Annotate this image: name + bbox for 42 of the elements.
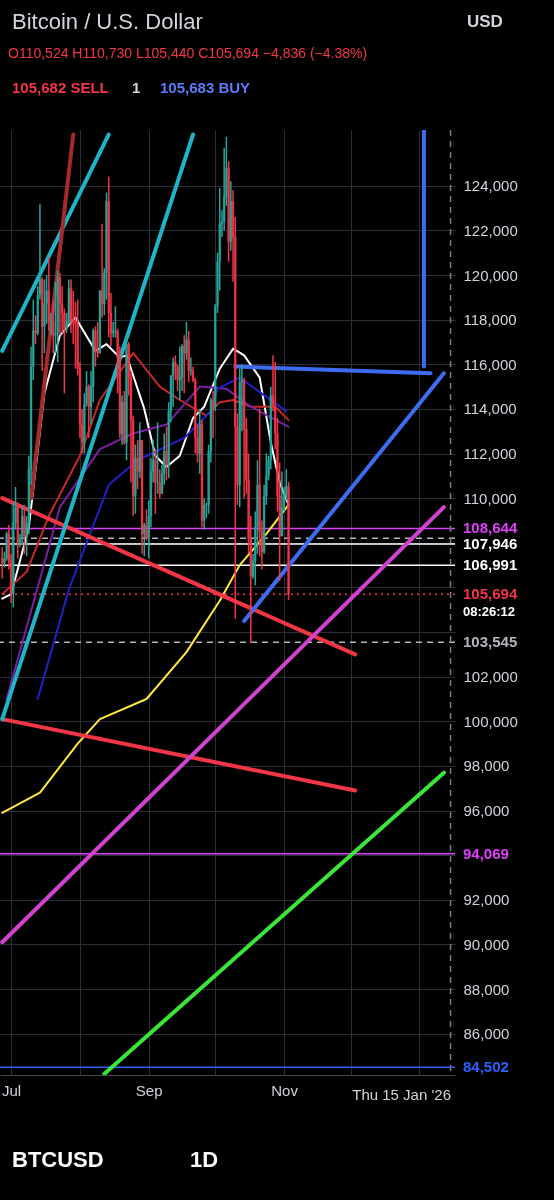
ref-line-label: 84,502 — [463, 1058, 509, 1076]
candlestick — [56, 269, 59, 363]
y-tick-label: 120,000 — [463, 266, 518, 284]
x-tick-label: Sep — [135, 1081, 163, 1099]
y-tick-label: 92,000 — [463, 891, 510, 909]
y-tick-label: 112,000 — [463, 445, 517, 463]
chart-title: Bitcoin / U.S. Dollar — [12, 9, 203, 34]
y-tick-label: 124,000 — [463, 177, 518, 195]
y-tick-label: 98,000 — [463, 757, 510, 775]
text: 1D — [190, 1147, 219, 1172]
text: 105,683 BUY — [160, 79, 251, 96]
y-tick-label: 102,000 — [463, 668, 518, 686]
ref-line-label: Thu 15 Jan '26 — [352, 1086, 451, 1103]
candlestick — [172, 356, 175, 408]
text: BTCUSD — [12, 1147, 104, 1172]
y-tick-label: 110,000 — [463, 489, 517, 507]
ref-line-label: 103,545 — [463, 633, 518, 651]
x-tick-label: Jul — [2, 1081, 22, 1099]
y-tick-label: 96,000 — [463, 802, 510, 820]
x-tick-label: Nov — [271, 1081, 299, 1099]
ref-line-label: 106,991 — [463, 556, 518, 574]
text: 08:26:12 — [463, 604, 516, 619]
text: 105,682 SELL — [12, 79, 109, 96]
y-tick-label: 90,000 — [463, 935, 510, 953]
y-tick-label: 118,000 — [463, 311, 517, 329]
text: USD — [467, 12, 503, 31]
y-tick-label: 114,000 — [463, 400, 517, 418]
y-tick-label: 86,000 — [463, 1025, 510, 1043]
y-tick-label: 88,000 — [463, 980, 510, 998]
ref-line-label: 105,694 — [463, 585, 518, 603]
candlestick — [34, 314, 37, 345]
text: 1 — [132, 79, 141, 96]
y-tick-label: 116,000 — [463, 355, 517, 373]
candlestick — [94, 325, 97, 368]
chart-subtitle: O110,524 H110,730 L105,440 C105,694 −4,836 (−4.38%) — [8, 45, 368, 61]
ref-line-label: 94,069 — [463, 844, 509, 862]
ref-line-label: 107,946 — [463, 535, 518, 553]
line-series — [1, 503, 290, 814]
candlestick — [211, 390, 215, 439]
ref-line-label: 108,644 — [463, 519, 518, 537]
y-tick-label: 122,000 — [463, 221, 518, 239]
y-tick-label: 100,000 — [463, 712, 518, 730]
